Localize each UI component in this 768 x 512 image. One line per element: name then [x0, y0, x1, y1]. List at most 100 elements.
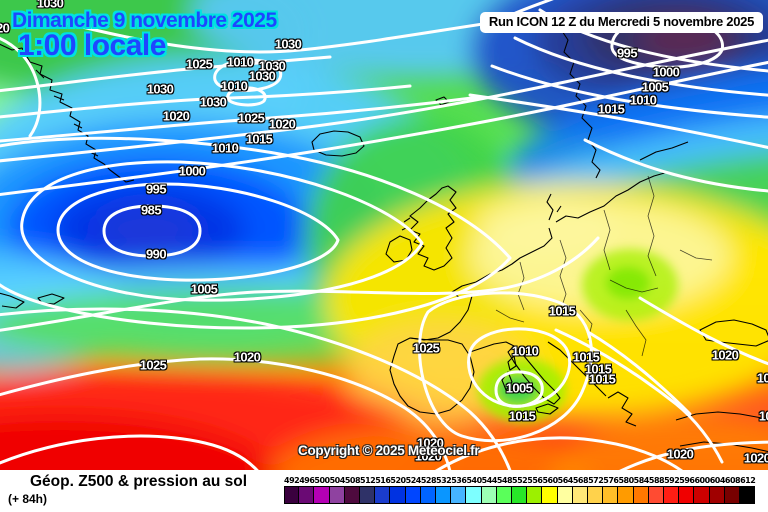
pressure-label: 1025	[185, 56, 213, 72]
colorbar-cell: 512	[360, 476, 376, 504]
colorbar-cell: 572	[588, 476, 604, 504]
pressure-label: 1030	[36, 0, 64, 11]
colorbar-cell: 496	[299, 476, 315, 504]
colorbar-swatch	[557, 486, 573, 504]
colorbar-cell: 596	[679, 476, 695, 504]
colorbar-swatch	[679, 486, 695, 504]
colorbar-cell: 560	[542, 476, 558, 504]
colorbar-swatch	[648, 486, 665, 504]
colorbar-swatch	[360, 486, 376, 504]
colorbar-swatch	[572, 486, 589, 504]
colorbar: 492 496 500 504 508 512 516 520 524 528 532 536 540 5…	[284, 476, 756, 504]
colorbar-value: 516	[375, 476, 391, 485]
pressure-label: 1025	[139, 357, 167, 373]
pressure-label: 1010	[226, 54, 254, 70]
pressure-label: 1020	[416, 435, 444, 451]
colorbar-swatch	[314, 486, 330, 504]
pressure-label: 995	[146, 181, 166, 197]
colorbar-value: 536	[451, 476, 467, 485]
pressure-label: 1020	[268, 116, 296, 132]
pressure-label: 1010	[220, 78, 248, 94]
pressure-label: 1020	[162, 108, 190, 124]
colorbar-value: 564	[557, 476, 574, 485]
colorbar-cell: 532	[436, 476, 452, 504]
colorbar-value: 548	[496, 476, 513, 485]
pressure-label: 1020	[711, 347, 739, 363]
colorbar-swatch	[664, 486, 680, 504]
pressure-label: 1030	[274, 36, 302, 52]
colorbar-value: 568	[572, 476, 589, 485]
pressure-label: 1020	[414, 448, 442, 464]
colorbar-value: 612	[740, 476, 756, 485]
colorbar-value: 556	[527, 476, 543, 485]
colorbar-value: 520	[390, 476, 406, 485]
pressure-label: 1025	[412, 340, 440, 356]
colorbar-swatch	[709, 486, 725, 504]
colorbar-cell: 528	[420, 476, 437, 504]
colorbar-cell: 556	[527, 476, 543, 504]
pressure-label: 985	[141, 202, 161, 218]
colorbar-swatch	[436, 486, 452, 504]
colorbar-value: 500	[314, 476, 330, 485]
legend-forecast-hour: (+ 84h)	[8, 492, 48, 506]
colorbar-cell: 588	[648, 476, 665, 504]
colorbar-value: 504	[329, 476, 346, 485]
colorbar-swatch	[694, 486, 710, 504]
pressure-label: 1015	[572, 349, 600, 365]
colorbar-cell: 500	[314, 476, 330, 504]
pressure-label: 1010	[511, 343, 539, 359]
pressure-label: 1020	[756, 370, 768, 386]
colorbar-cell: 508	[344, 476, 361, 504]
copyright-text: Copyright © 2025 Meteociel.fr	[298, 443, 480, 458]
pressure-label: 1005	[505, 380, 533, 396]
forecast-date-block: Dimanche 9 novembre 2025 1:00 locale	[12, 10, 277, 62]
colorbar-swatch	[451, 486, 467, 504]
pressure-label: 1030	[248, 68, 276, 84]
pressure-label: 1020	[758, 408, 768, 424]
pressure-label: 1025	[237, 110, 265, 126]
colorbar-swatch	[284, 486, 300, 504]
pressure-label: 995	[617, 45, 637, 61]
pressure-label: 1015	[584, 361, 612, 377]
colorbar-swatch	[542, 486, 558, 504]
isobars	[0, 0, 768, 470]
colorbar-value: 540	[466, 476, 482, 485]
pressure-label: 990	[146, 246, 166, 262]
colorbar-swatch	[603, 486, 619, 504]
colorbar-value: 588	[648, 476, 665, 485]
colorbar-swatch	[527, 486, 543, 504]
model-run-text: Run ICON 12 Z du Mercredi 5 novembre 202…	[488, 14, 754, 29]
colorbar-value: 572	[588, 476, 604, 485]
colorbar-cell: 576	[603, 476, 619, 504]
pressure-label: 1015	[588, 371, 616, 387]
colorbar-cell: 612	[740, 476, 756, 504]
colorbar-swatch	[740, 486, 756, 504]
colorbar-swatch	[633, 486, 649, 504]
colorbar-cell: 604	[709, 476, 725, 504]
pressure-label: 1030	[258, 58, 286, 74]
pressure-label: 1015	[508, 408, 536, 424]
country-borders	[495, 175, 713, 357]
colorbar-swatch	[344, 486, 361, 504]
colorbar-cell: 492	[284, 476, 300, 504]
colorbar-swatch	[405, 486, 421, 504]
colorbar-value: 492	[284, 476, 300, 485]
colorbar-value: 592	[664, 476, 680, 485]
colorbar-swatch	[299, 486, 315, 504]
pressure-label: 1000	[178, 163, 206, 179]
map-graphics	[0, 0, 768, 470]
pressure-label: 1005	[641, 79, 669, 95]
pressure-label: 1010	[629, 92, 657, 108]
legend-title: Géop. Z500 & pression au sol	[30, 473, 248, 490]
colorbar-swatch	[375, 486, 391, 504]
pressure-label: 1015	[548, 303, 576, 319]
colorbar-cell: 520	[390, 476, 406, 504]
colorbar-cell: 580	[618, 476, 634, 504]
pressure-label: 1020	[666, 446, 694, 462]
colorbar-swatch	[390, 486, 406, 504]
colorbar-value: 512	[360, 476, 376, 485]
colorbar-value: 576	[603, 476, 619, 485]
colorbar-cell: 540	[466, 476, 482, 504]
colorbar-cell: 536	[451, 476, 467, 504]
